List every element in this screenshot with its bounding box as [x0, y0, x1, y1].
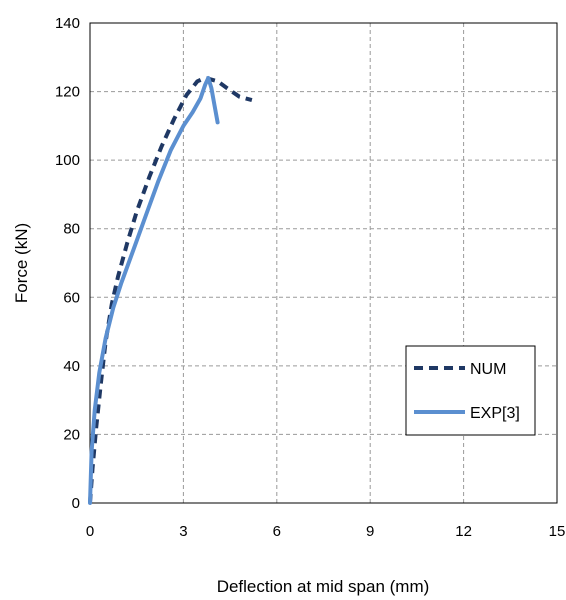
series-lines: [88, 75, 253, 505]
legend-box: [405, 345, 536, 436]
x-axis-ticks: 0 3 6 9 12 15: [86, 523, 566, 540]
x-axis-title: Deflection at mid span (mm): [217, 577, 430, 596]
x-tick-label: 9: [366, 523, 374, 540]
series-line-num: [88, 75, 253, 504]
legend: NUM EXP[3]: [405, 345, 536, 436]
y-axis-ticks: 0 20 40 60 80 100 120 140: [55, 15, 80, 512]
y-tick-label: 80: [63, 221, 80, 238]
x-tick-label: 12: [455, 523, 472, 540]
x-tick-label: 6: [273, 523, 281, 540]
legend-label-exp: EXP[3]: [470, 405, 520, 422]
y-tick-label: 0: [72, 495, 80, 512]
y-tick-label: 100: [55, 152, 80, 169]
y-tick-label: 60: [63, 289, 80, 306]
y-tick-label: 120: [55, 84, 80, 101]
y-tick-label: 140: [55, 15, 80, 32]
y-axis-title: Force (kN): [12, 223, 31, 303]
grid: [90, 23, 557, 503]
y-tick-label: 40: [63, 358, 80, 375]
legend-label-num: NUM: [470, 361, 506, 378]
x-tick-label: 3: [179, 523, 187, 540]
series-line-exp: [88, 75, 220, 505]
y-tick-label: 20: [63, 426, 80, 443]
plot-area-border: [89, 22, 558, 504]
x-tick-label: 15: [549, 523, 566, 540]
x-tick-label: 0: [86, 523, 94, 540]
